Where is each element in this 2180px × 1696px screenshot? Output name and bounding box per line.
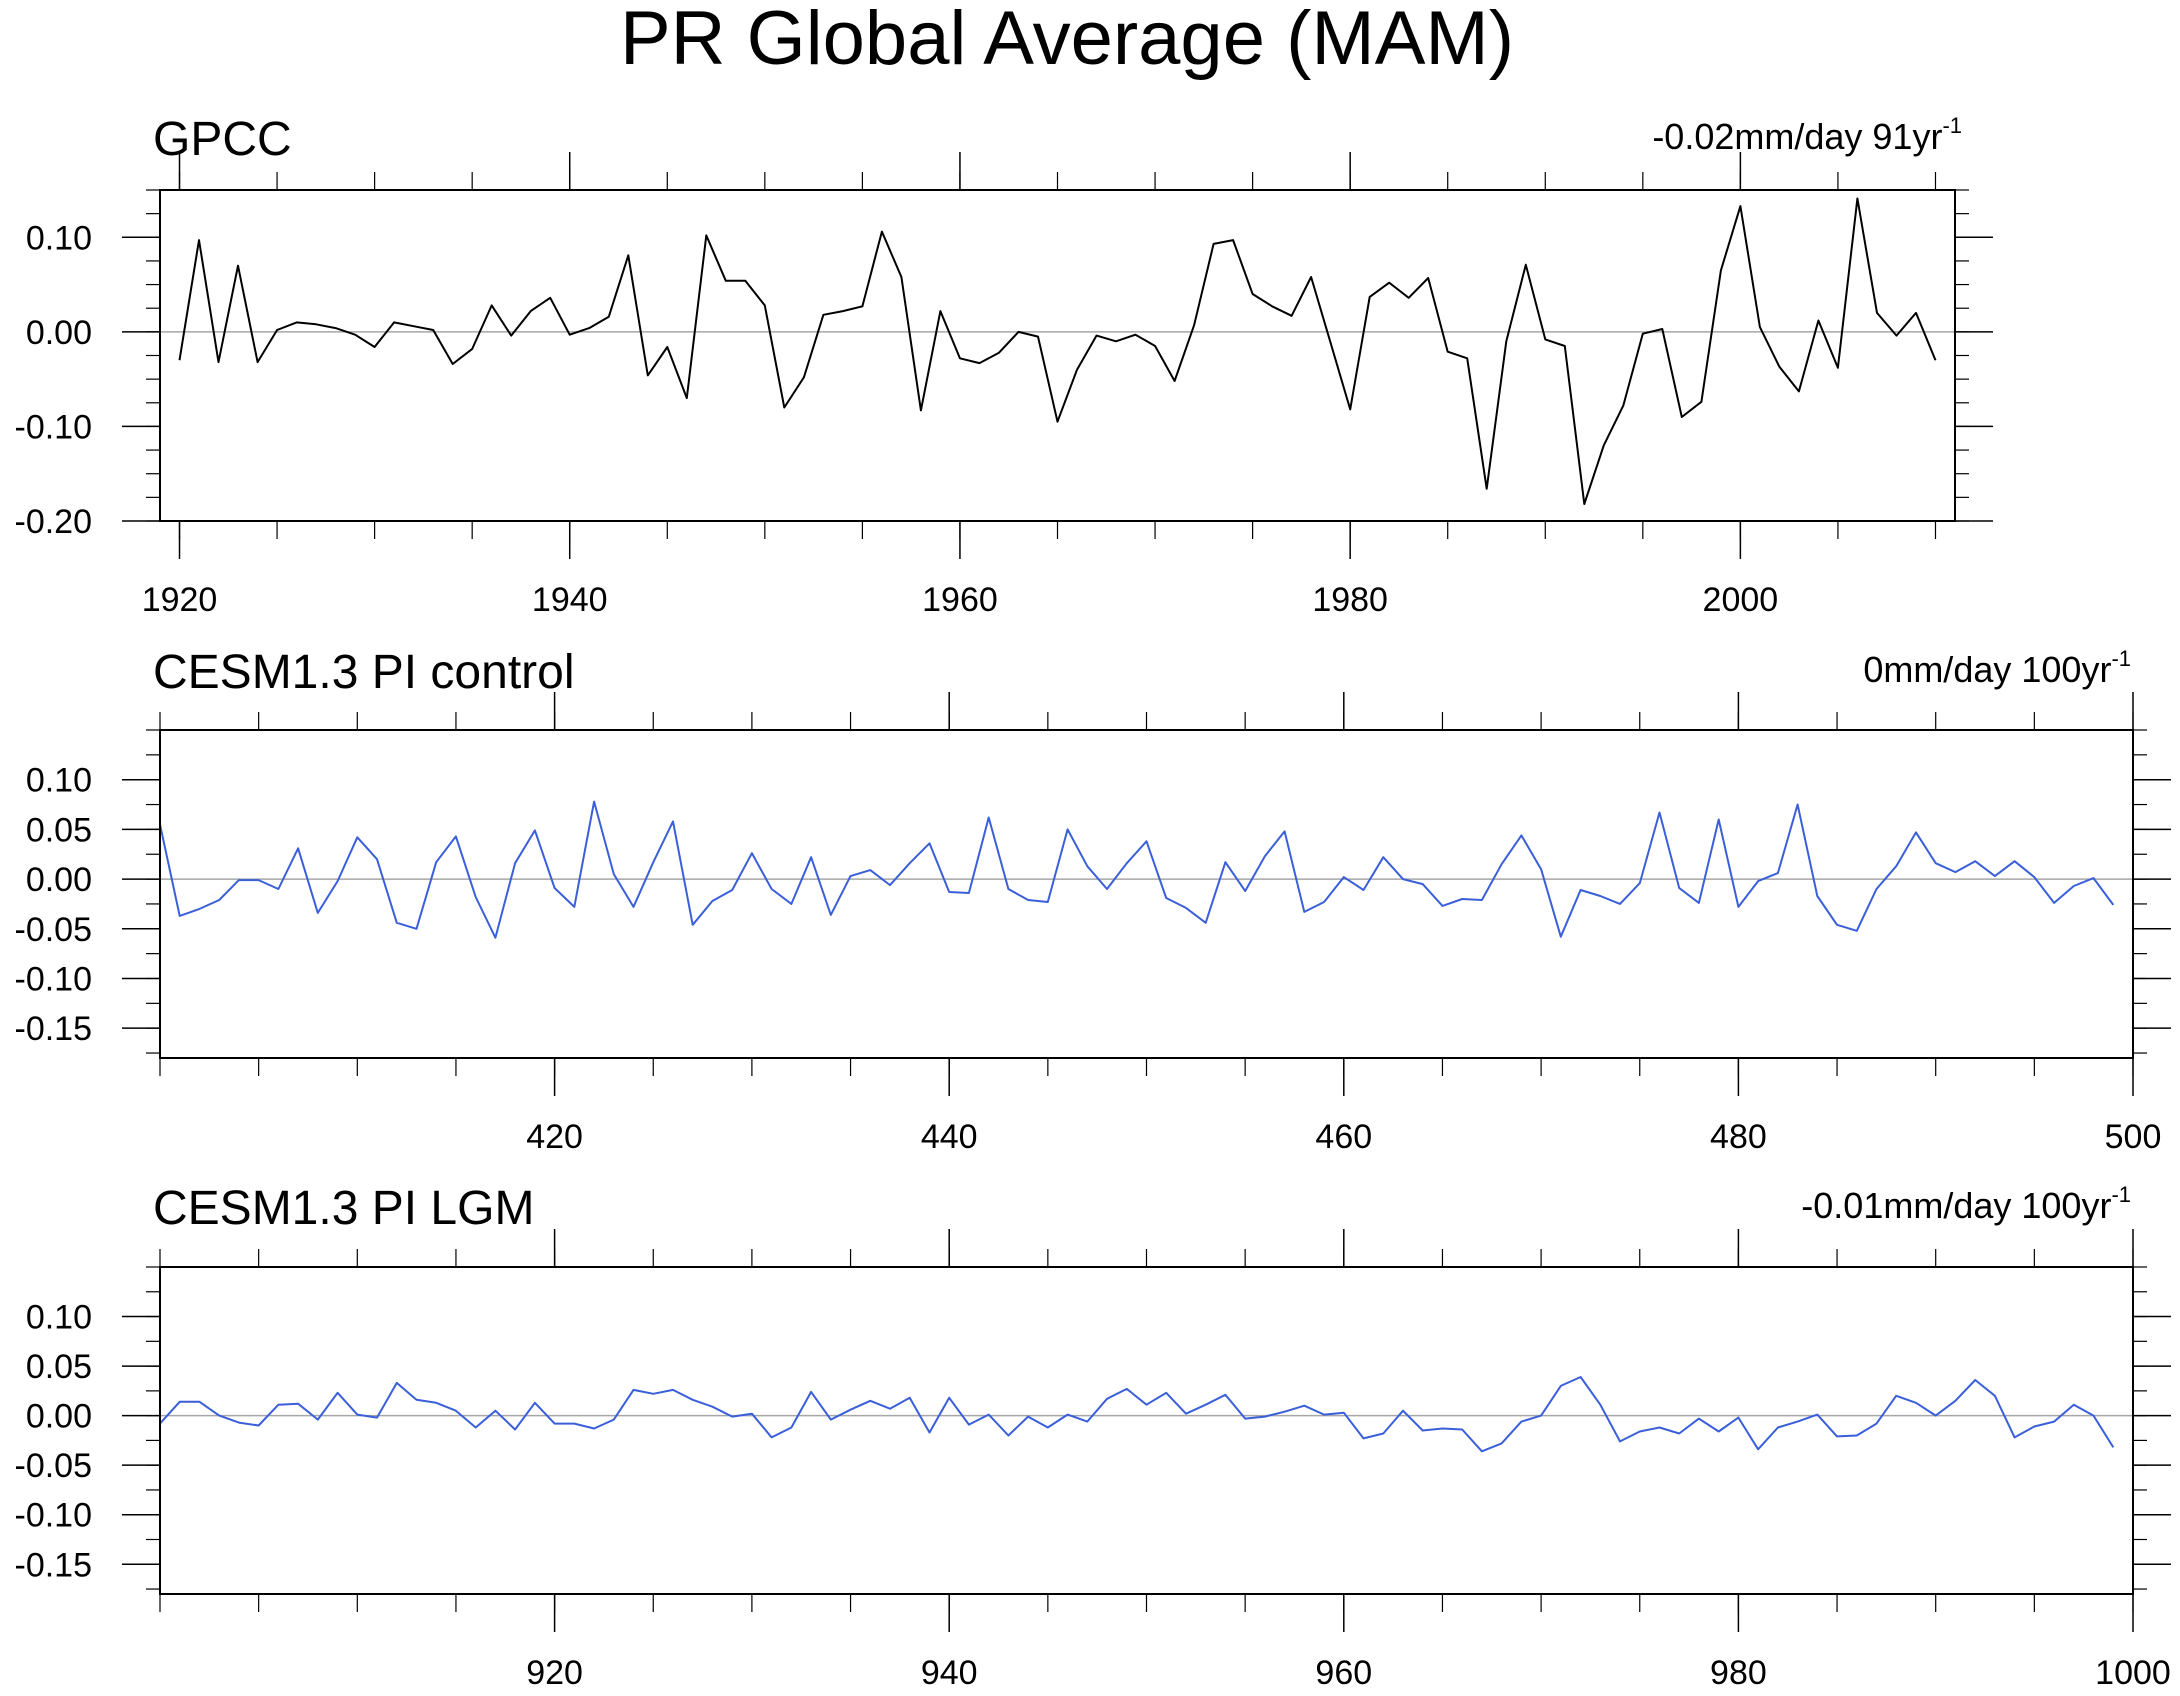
x-tick-label: 2000 <box>1703 581 1779 619</box>
plot-frame <box>159 729 2134 1059</box>
figure-title: PR Global Average (MAM) <box>620 0 1514 81</box>
panel-title: CESM1.3 PI LGM <box>153 1182 534 1235</box>
x-tick-label: 420 <box>526 1118 583 1156</box>
x-tick-label: 1940 <box>532 581 608 619</box>
series-line <box>159 800 2115 939</box>
trend-label: 0mm/day 100yr-1 <box>1863 646 2131 690</box>
trend-period: 100yr <box>2021 649 2111 690</box>
x-tick-label: 460 <box>1315 1118 1372 1156</box>
trend-value: -0.01mm/day <box>1801 1185 2011 1226</box>
y-tick-label: -0.10 <box>15 960 93 998</box>
y-tick-label: -0.10 <box>15 1497 93 1535</box>
x-tick-label: 1980 <box>1312 581 1388 619</box>
y-tick-label: 0.00 <box>26 861 92 899</box>
trend-value: 0mm/day <box>1863 649 2011 690</box>
x-tick-label: 980 <box>1710 1654 1767 1692</box>
panel-cesm-pi-control: CESM1.3 PI control 0mm/day 100yr-1 0.10 0… <box>15 646 2171 1156</box>
trend-exponent: -1 <box>1942 113 1962 138</box>
y-tick-label: -0.10 <box>15 408 93 446</box>
panel-title: CESM1.3 PI control <box>153 646 575 699</box>
y-tick-label: -0.05 <box>15 911 93 949</box>
x-tick-label: 940 <box>921 1654 978 1692</box>
trend-exponent: -1 <box>2111 1182 2131 1207</box>
plot-frame <box>159 1266 2134 1595</box>
trend-period: 100yr <box>2021 1185 2111 1226</box>
plot-frame <box>159 189 1956 522</box>
panel-title: GPCC <box>153 113 292 166</box>
trend-value: -0.02mm/day <box>1652 116 1862 157</box>
x-tick-label: 1920 <box>142 581 218 619</box>
series-line <box>159 1376 2115 1453</box>
y-tick-label: 0.10 <box>26 762 92 800</box>
y-tick-label: 0.10 <box>26 1299 92 1337</box>
trend-exponent: -1 <box>2111 646 2131 671</box>
x-tick-label: 480 <box>1710 1118 1767 1156</box>
x-tick-label: 920 <box>526 1654 583 1692</box>
trend-label: -0.02mm/day 91yr-1 <box>1652 113 1962 157</box>
y-tick-label: -0.05 <box>15 1447 93 1485</box>
y-tick-label: -0.15 <box>15 1010 93 1048</box>
y-tick-label: -0.15 <box>15 1546 93 1584</box>
x-tick-label: 1960 <box>922 581 998 619</box>
y-tick-label: 0.05 <box>26 1348 92 1386</box>
y-tick-label: 0.00 <box>26 1398 92 1436</box>
x-tick-label: 960 <box>1315 1654 1372 1692</box>
y-tick-label: 0.05 <box>26 811 92 849</box>
y-tick-label: 0.00 <box>26 314 92 352</box>
x-tick-label: 1000 <box>2095 1654 2171 1692</box>
x-tick-label: 440 <box>921 1118 978 1156</box>
series-line <box>178 197 1937 505</box>
trend-label: -0.01mm/day 100yr-1 <box>1801 1182 2131 1226</box>
panel-cesm-pi-lgm: CESM1.3 PI LGM -0.01mm/day 100yr-1 0.10 0… <box>15 1182 2171 1692</box>
trend-period: 91yr <box>1872 116 1942 157</box>
y-tick-label: -0.20 <box>15 503 93 541</box>
x-tick-label: 500 <box>2105 1118 2162 1156</box>
panel-gpcc: GPCC -0.02mm/day 91yr-1 0.10 0.00 -0.10 -0.… <box>15 113 1993 619</box>
y-tick-label: 0.10 <box>26 219 92 257</box>
